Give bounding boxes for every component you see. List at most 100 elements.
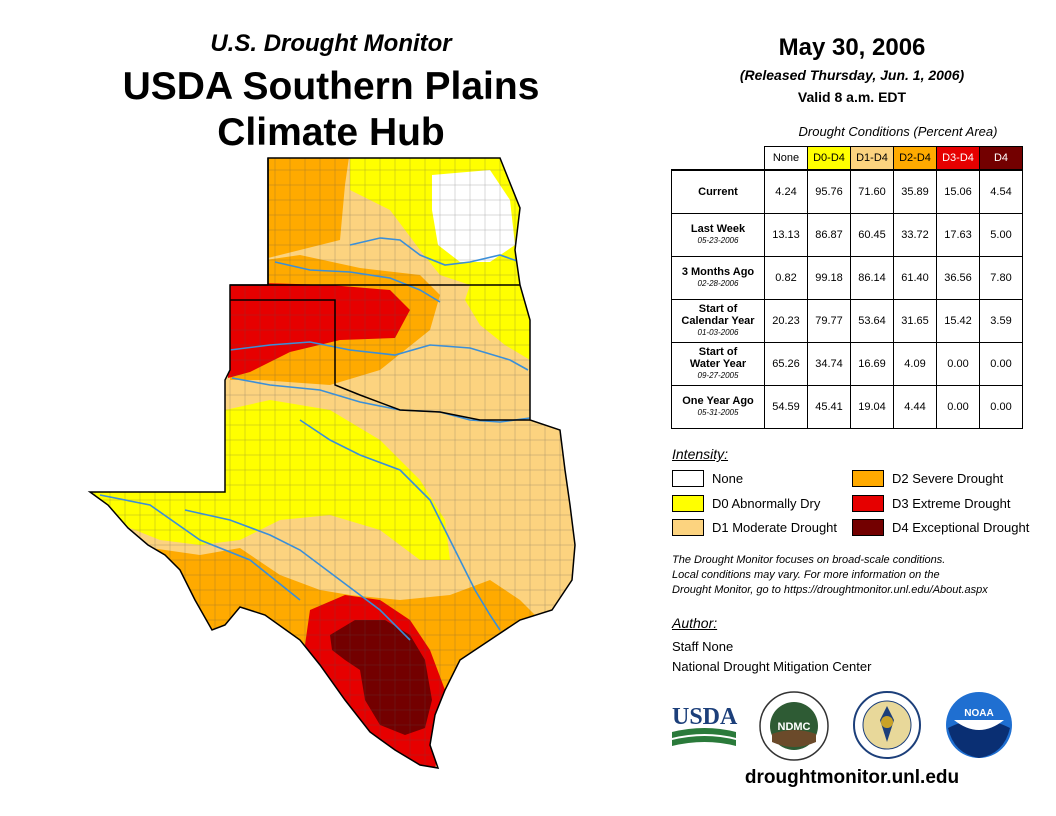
row-label: Start of Calendar Year 01-03-2006 (671, 299, 765, 343)
map-subtitle: U.S. Drought Monitor (210, 30, 452, 57)
drought-map (87, 157, 576, 769)
table-cell: 0.00 (979, 342, 1023, 386)
table-cell: 65.26 (764, 342, 808, 386)
map-zone-d0-ok-northeast (465, 285, 530, 360)
legend-swatch (852, 470, 884, 487)
table-cell: 53.64 (850, 299, 894, 343)
footer-url[interactable]: droughtmonitor.unl.edu (744, 767, 960, 788)
legend-item-d3: D3 Extreme Drought (852, 495, 1011, 512)
table-cell: 0.00 (936, 385, 980, 429)
table-cell: 4.09 (893, 342, 937, 386)
map-title-line2: Climate Hub (217, 111, 445, 154)
table-cell: 3.59 (979, 299, 1023, 343)
col-header-d4: D4 (979, 146, 1023, 171)
table-cell: 0.00 (979, 385, 1023, 429)
col-header-d2-d4: D2-D4 (893, 146, 937, 171)
table-cell: 0.82 (764, 256, 808, 300)
table-caption: Drought Conditions (Percent Area) (798, 124, 998, 139)
author-block: Staff None National Drought Mitigation C… (672, 637, 871, 677)
row-label: Last Week 05-23-2006 (671, 213, 765, 257)
river-pecos (99, 494, 301, 601)
legend-swatch (672, 519, 704, 536)
legend-swatch (852, 519, 884, 536)
usda-logo-text: USDA (672, 704, 738, 730)
row-label: Current (671, 169, 765, 214)
legend-title: Intensity: (672, 446, 729, 462)
table-cell: 36.56 (936, 256, 980, 300)
table-cell: 15.06 (936, 169, 980, 214)
river-arkansas-ks (274, 261, 441, 303)
noaa-logo: NOAA (946, 692, 1012, 758)
ndmc-logo-text: NDMC (778, 721, 811, 733)
doc-seal-logo (853, 691, 921, 759)
map-zone-d4-texas (330, 620, 432, 735)
col-header-d0-d4: D0-D4 (807, 146, 851, 171)
legend-swatch (852, 495, 884, 512)
river-colorado (184, 509, 411, 641)
table-cell: 16.69 (850, 342, 894, 386)
river-kansas (349, 237, 521, 266)
state-borders (230, 158, 530, 421)
table-cell: 45.41 (807, 385, 851, 429)
table-cell: 34.74 (807, 342, 851, 386)
table-cell: 7.80 (979, 256, 1023, 300)
table-cell: 0.00 (936, 342, 980, 386)
table-header-row: None D0-D4 D1-D4 D2-D4 D3-D4 D4 (672, 146, 1023, 171)
legend-item-d0: D0 Abnormally Dry (672, 495, 820, 512)
col-header-d1-d4: D1-D4 (850, 146, 894, 171)
map-title: USDA Southern Plains Climate Hub (0, 64, 662, 156)
table-cell: 33.72 (893, 213, 937, 257)
row-label: 3 Months Ago 02-28-2006 (671, 256, 765, 300)
region-border (87, 157, 576, 769)
table-cell: 71.60 (850, 169, 894, 214)
table-row: Current 4.24 95.76 71.60 35.89 15.06 4.54 (671, 169, 1023, 214)
table-cell: 19.04 (850, 385, 894, 429)
legend-item-none: None (672, 470, 743, 487)
table-cell: 35.89 (893, 169, 937, 214)
table-row: Start of Calendar Year 01-03-2006 20.23 79.7… (671, 299, 1023, 343)
map-title-line1: USDA Southern Plains (122, 65, 540, 108)
table-cell: 86.87 (807, 213, 851, 257)
map-date: May 30, 2006 (778, 34, 926, 61)
river-canadian (229, 341, 529, 371)
table-cell: 79.77 (807, 299, 851, 343)
row-label: One Year Ago 05-31-2005 (671, 385, 765, 429)
drought-stats-table: None D0-D4 D1-D4 D2-D4 D3-D4 D4 Current 4… (671, 146, 1023, 429)
table-cell: 86.14 (850, 256, 894, 300)
table-row: Start of Water Year 09-27-2005 65.26 34.74 16… (671, 342, 1023, 386)
ndmc-logo: NDMC (759, 691, 829, 761)
table-row: One Year Ago 05-31-2005 54.59 45.41 19.04 4.4… (671, 385, 1023, 429)
row-label: Start of Water Year 09-27-2005 (671, 342, 765, 386)
table-row: Last Week 05-23-2006 13.13 86.87 60.45 33.72 1… (671, 213, 1023, 257)
col-header-d3-d4: D3-D4 (936, 146, 980, 171)
table-cell: 31.65 (893, 299, 937, 343)
river-brazos (299, 419, 501, 631)
table-cell: 95.76 (807, 169, 851, 214)
noaa-logo-text: NOAA (964, 708, 993, 719)
valid-time: Valid 8 a.m. EDT (797, 89, 907, 105)
table-cell: 5.00 (979, 213, 1023, 257)
release-date: (Released Thursday, Jun. 1, 2006) (739, 67, 965, 83)
col-header-none: None (764, 146, 808, 171)
table-cell: 4.54 (979, 169, 1023, 214)
table-cell: 15.42 (936, 299, 980, 343)
author-title: Author: (672, 615, 718, 631)
author-name: Staff None (672, 639, 734, 654)
table-row: 3 Months Ago 02-28-2006 0.82 99.18 86.14 61.4… (671, 256, 1023, 300)
table-cell: 60.45 (850, 213, 894, 257)
table-cell: 4.44 (893, 385, 937, 429)
table-cell: 4.24 (764, 169, 808, 214)
rivers (99, 237, 531, 641)
table-cell: 17.63 (936, 213, 980, 257)
legend-item-d4: D4 Exceptional Drought (852, 519, 1029, 536)
table-cell: 61.40 (893, 256, 937, 300)
legend-item-d2: D2 Severe Drought (852, 470, 1003, 487)
usda-logo: USDA (672, 704, 738, 746)
legend-item-d1: D1 Moderate Drought (672, 519, 837, 536)
table-cell: 13.13 (764, 213, 808, 257)
disclaimer-note: The Drought Monitor focuses on broad-sca… (672, 554, 988, 596)
table-cell: 99.18 (807, 256, 851, 300)
legend-swatch (672, 495, 704, 512)
map-zone-none-kansas (432, 170, 515, 262)
table-cell: 54.59 (764, 385, 808, 429)
